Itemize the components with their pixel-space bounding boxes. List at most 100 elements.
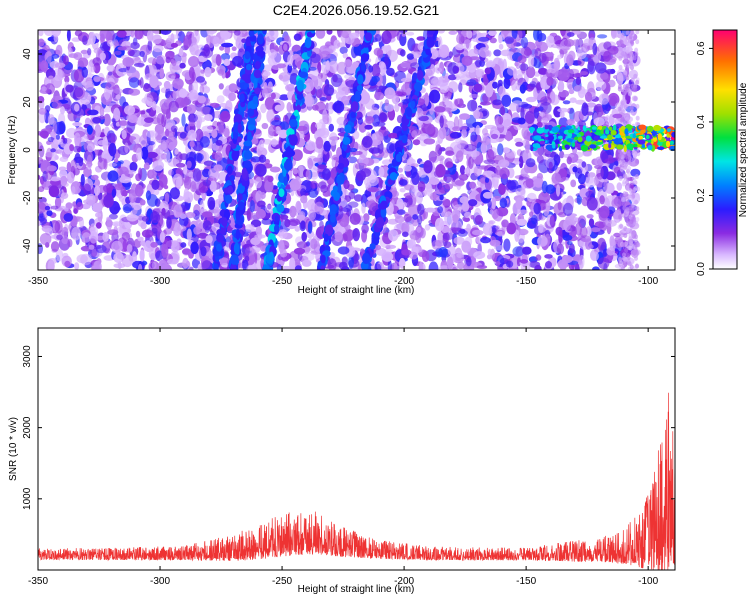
heatmap-cell [267, 175, 274, 183]
heatmap-cell [150, 65, 157, 77]
heatmap-cell [626, 151, 631, 156]
heatmap-cell [170, 240, 180, 253]
heatmap-cell [544, 254, 553, 259]
heatmap-cell [573, 217, 579, 222]
heatmap-cell [334, 231, 343, 241]
heatmap-cell [603, 50, 611, 63]
heatmap-cell [434, 217, 445, 232]
heatmap-cell [161, 244, 169, 258]
heatmap-cell [592, 251, 599, 261]
heatmap-cell [636, 186, 641, 192]
heatmap-cell [137, 263, 143, 270]
heatmap-cell [415, 191, 423, 204]
heatmap-cell [455, 30, 461, 33]
heatmap-cell [503, 119, 512, 130]
heatmap-cell [132, 251, 137, 264]
heatmap-cell [203, 160, 214, 167]
heatmap-cell [322, 109, 328, 123]
heatmap-cell [360, 168, 372, 178]
heatmap-cell [310, 53, 321, 64]
heatmap-cell [205, 235, 213, 244]
heatmap-cell [412, 139, 421, 146]
heatmap-cell [260, 192, 266, 199]
heatmap-cell [218, 83, 224, 90]
heatmap-cell [416, 36, 426, 41]
heatmap-cell [171, 60, 177, 67]
heatmap-cell [152, 44, 164, 53]
heatmap-cell [488, 30, 497, 36]
heatmap-cell [588, 33, 595, 38]
heatmap-cell [82, 35, 88, 45]
heatmap-cell [560, 30, 566, 37]
heatmap-cell [394, 215, 405, 224]
heatmap-cell [336, 42, 346, 48]
heatmap-cell [577, 215, 587, 227]
heatmap-cell [298, 71, 308, 78]
heatmap-cell [62, 137, 68, 144]
heatmap-cell [298, 165, 304, 178]
heatmap-cell [444, 100, 453, 106]
heatmap-cell [231, 149, 239, 162]
heatmap-cell [188, 56, 200, 68]
heatmap-cell [133, 62, 145, 68]
heatmap-cell [108, 142, 117, 157]
heatmap-cell [437, 206, 443, 214]
heatmap-cell [155, 250, 164, 262]
heatmap-cell [438, 182, 451, 194]
heatmap-cell [541, 180, 548, 194]
heatmap-cell [135, 116, 146, 126]
heatmap-cell [627, 166, 631, 171]
heatmap-cell [571, 39, 581, 47]
heatmap-cell [178, 88, 188, 98]
heatmap-cell [519, 63, 529, 71]
heatmap-cell [545, 261, 552, 269]
heatmap-cell [305, 140, 317, 151]
heatmap-cell [66, 171, 75, 184]
heatmap-cell [431, 239, 442, 250]
heatmap-cell [597, 237, 607, 251]
heatmap-cell [512, 100, 522, 106]
heatmap-cell [288, 218, 301, 226]
heatmap-cell [254, 176, 262, 189]
heatmap-cell [342, 136, 351, 145]
heatmap-cell [501, 219, 509, 228]
heatmap-cell [67, 238, 73, 248]
heatmap-cell [599, 195, 605, 205]
heatmap-cell [88, 244, 95, 250]
heatmap-cell [70, 159, 77, 171]
heatmap-cell [47, 136, 55, 143]
heatmap-cell [562, 153, 575, 159]
heatmap-cell [509, 213, 516, 225]
heatmap-cell [128, 114, 138, 124]
heatmap-cell [619, 167, 624, 172]
heatmap-cell [86, 125, 93, 135]
heatmap-cell [139, 199, 146, 206]
heatmap-cell [572, 30, 581, 35]
heatmap-cell [461, 240, 472, 253]
heatmap-cell [191, 71, 196, 82]
heatmap-cell [439, 194, 444, 201]
heatmap-cell [155, 54, 167, 65]
heatmap-cell [243, 83, 248, 90]
heatmap-cell [441, 107, 452, 112]
heatmap-cell [95, 212, 102, 218]
heatmap-cell [399, 188, 406, 193]
heatmap-cell [119, 160, 124, 165]
heatmap-cell [151, 261, 157, 269]
heatmap-cell [95, 222, 102, 229]
heatmap-cell [137, 236, 144, 242]
heatmap-cell [60, 106, 65, 115]
heatmap-cell [332, 185, 338, 192]
heatmap-cell [118, 120, 128, 126]
heatmap-cell [500, 49, 512, 57]
heatmap-cell [461, 55, 473, 66]
heatmap-cell [185, 212, 196, 219]
heatmap-cell [223, 58, 231, 66]
heatmap-cell [381, 30, 392, 45]
heatmap-cell [361, 224, 369, 234]
heatmap-cell [542, 117, 549, 123]
heatmap-cell [505, 130, 512, 142]
heatmap-cell [166, 216, 172, 229]
heatmap-cell [190, 241, 199, 255]
heatmap-cell [633, 96, 638, 102]
